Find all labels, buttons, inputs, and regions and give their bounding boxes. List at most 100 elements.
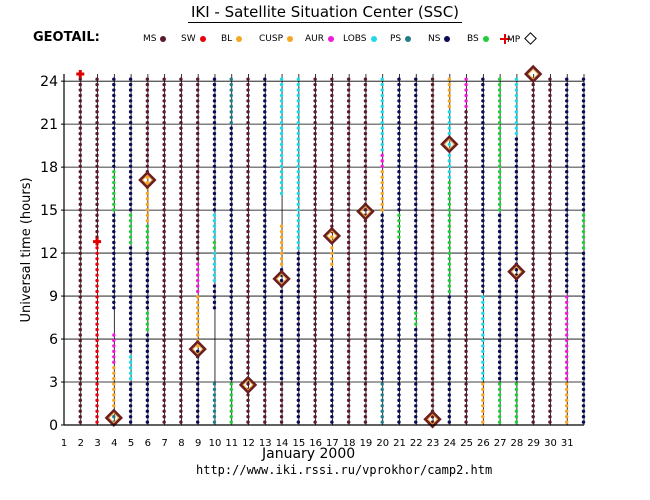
data-point <box>296 224 301 228</box>
data-point <box>346 110 351 114</box>
data-point <box>112 186 116 190</box>
data-point <box>246 398 250 403</box>
data-point <box>78 82 82 87</box>
data-point <box>414 300 418 305</box>
y-tick-label: 6 <box>49 332 58 348</box>
data-point <box>414 316 418 321</box>
data-point <box>464 142 468 147</box>
data-point <box>514 257 519 261</box>
data-point <box>565 360 569 364</box>
data-point <box>380 153 384 158</box>
data-point <box>414 121 418 125</box>
data-point <box>514 219 519 223</box>
data-point <box>363 235 368 239</box>
data-point <box>78 159 82 163</box>
data-point <box>330 219 334 223</box>
data-point <box>112 278 116 283</box>
data-point <box>95 175 99 179</box>
data-point <box>447 257 452 261</box>
data-point <box>346 344 351 348</box>
data-point <box>179 191 183 196</box>
data-point <box>581 229 586 234</box>
data-point <box>279 191 284 196</box>
data-point <box>581 387 586 392</box>
data-point <box>95 137 99 141</box>
data-point <box>481 159 485 163</box>
data-point <box>548 121 552 125</box>
data-point <box>380 93 384 98</box>
data-point <box>112 137 116 141</box>
data-point <box>330 170 334 174</box>
data-point <box>112 393 116 397</box>
data-point <box>162 344 166 348</box>
data-point <box>78 382 82 386</box>
data-point <box>195 387 200 392</box>
data-point <box>430 208 435 212</box>
data-point <box>397 126 401 130</box>
data-point <box>581 414 586 419</box>
data-point <box>212 191 217 196</box>
data-point <box>296 131 301 136</box>
data-point <box>246 93 250 98</box>
data-point <box>380 355 384 359</box>
data-point <box>414 131 418 136</box>
data-point <box>296 371 301 375</box>
data-point <box>162 355 166 359</box>
data-point <box>279 126 284 130</box>
data-point <box>296 322 301 326</box>
legend-item-lobs: LOBS <box>343 34 377 45</box>
magnetopause-marker-inner <box>527 68 539 80</box>
y-tick-label: 24 <box>40 74 58 90</box>
data-point <box>95 82 99 87</box>
data-point <box>380 208 384 212</box>
data-point <box>212 268 217 272</box>
data-point <box>514 316 519 321</box>
data-point <box>296 126 301 130</box>
data-point <box>162 121 166 125</box>
data-point <box>581 300 586 305</box>
data-point <box>380 137 384 141</box>
data-point <box>313 240 317 245</box>
data-point <box>464 268 468 272</box>
data-point <box>162 93 166 98</box>
data-point <box>397 246 401 250</box>
data-point <box>263 186 267 190</box>
data-point <box>313 202 317 207</box>
data-point <box>548 251 552 256</box>
data-point <box>263 284 267 288</box>
data-point <box>464 115 468 119</box>
data-point <box>279 186 284 190</box>
data-point <box>246 278 250 283</box>
data-point <box>246 148 250 152</box>
data-point <box>380 88 384 92</box>
data-point <box>481 300 485 305</box>
data-point <box>162 99 166 103</box>
data-point <box>380 257 384 261</box>
data-point <box>128 333 133 337</box>
data-point <box>430 148 435 152</box>
data-point <box>464 322 468 326</box>
data-point <box>229 137 233 141</box>
data-point <box>229 289 233 294</box>
data-point <box>531 371 535 375</box>
data-point <box>346 93 351 98</box>
data-point <box>313 327 317 332</box>
data-point <box>112 126 116 130</box>
data-point <box>296 409 301 413</box>
data-point <box>313 349 317 354</box>
data-point <box>531 229 535 234</box>
data-point <box>565 393 569 397</box>
data-point <box>212 170 217 174</box>
data-point <box>464 284 468 288</box>
data-point <box>212 306 217 310</box>
data-point <box>447 99 452 103</box>
data-point <box>464 88 468 92</box>
data-point <box>195 349 200 354</box>
magnetopause-marker-inner <box>326 230 338 242</box>
data-point <box>397 251 401 256</box>
data-point <box>414 142 418 147</box>
data-point <box>279 240 284 245</box>
data-point <box>397 398 401 403</box>
data-point <box>531 404 535 408</box>
legend-dot-icon <box>444 36 451 42</box>
